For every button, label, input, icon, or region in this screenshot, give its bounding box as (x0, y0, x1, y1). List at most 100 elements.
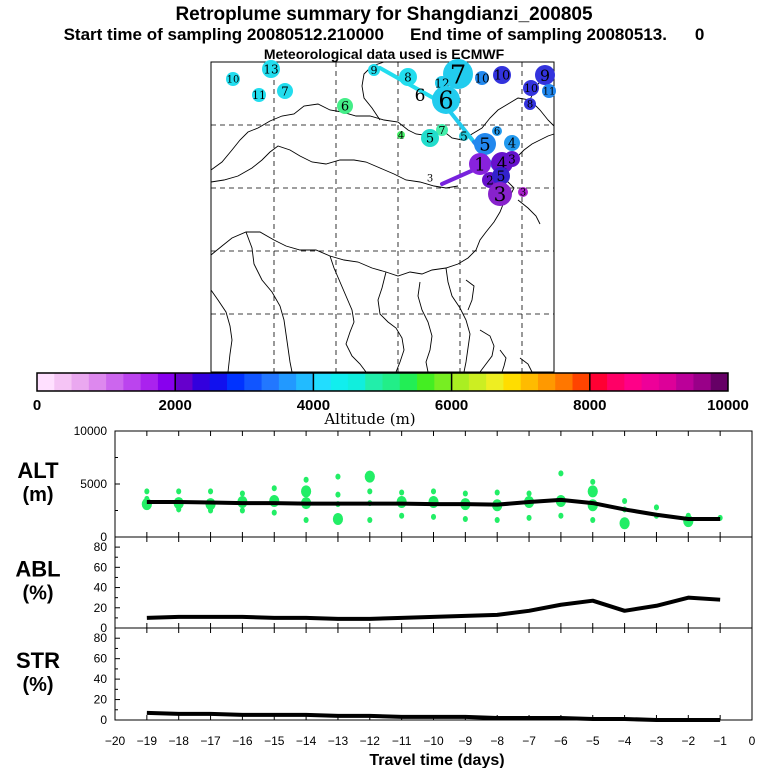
colorbar-swatch (192, 373, 211, 391)
colorbar-swatch (399, 373, 418, 391)
scatter-point (590, 517, 596, 524)
scatter-point (558, 470, 564, 477)
y-tick-label: 0 (100, 713, 107, 727)
scatter-point (494, 489, 500, 496)
scatter-point (208, 488, 214, 495)
scatter-point (176, 506, 182, 513)
colorbar-ticks: 0 2000 4000 6000 8000 10000 (33, 373, 749, 414)
colorbar-swatch (693, 373, 712, 391)
y-tick-label: 0 (100, 621, 107, 635)
colorbar-swatch (589, 373, 608, 391)
colorbar-swatch (71, 373, 90, 391)
colorbar-swatch (209, 373, 228, 391)
x-tick-label: −3 (650, 734, 664, 748)
scatter-point (335, 473, 341, 480)
panel-label: STR (16, 648, 60, 673)
scatter-point (364, 470, 375, 483)
scatter-point (208, 507, 214, 514)
altitude-scatter (141, 470, 723, 530)
y-tick-label: 80 (94, 540, 108, 554)
colorbar-swatch (468, 373, 487, 391)
scatter-point (430, 488, 437, 495)
colorbar-axis-label: Altitude (m) (323, 410, 415, 428)
panel-frame (114, 430, 753, 538)
colorbar-swatch (503, 373, 522, 391)
colorbar-swatch (572, 373, 591, 391)
series-line (146, 497, 721, 521)
colorbar-swatch (676, 373, 694, 391)
colorbar-swatch (607, 373, 625, 391)
colorbar-swatches (37, 373, 729, 391)
colorbar-tick-label: 4000 (297, 397, 330, 414)
scatter-point (239, 507, 245, 514)
colorbar-swatch (555, 373, 574, 391)
colorbar-swatch (37, 373, 55, 391)
panel-unit: (%) (22, 674, 53, 696)
scatter-point (399, 512, 405, 519)
panel-alt: 10000 5000 0 ALT(m) (17, 424, 753, 544)
scatter-point (399, 489, 405, 496)
scatter-point (622, 497, 628, 504)
scatter-point (303, 517, 309, 524)
y-tick-label: 60 (94, 560, 108, 574)
panel-unit: (m) (22, 484, 53, 506)
x-tick-labels: −20 −19 −18 −17 −16 −15 −14 −13 −12 −11 −10 −9 −8 −7−… (105, 734, 756, 748)
x-tick-label: −19 (137, 734, 158, 748)
colorbar-swatch (175, 373, 193, 391)
met-data-label: Meteorological data used is ECMWF (263, 46, 505, 62)
colorbar-swatch (520, 373, 539, 391)
x-tick-label: −7 (522, 734, 536, 748)
x-tick-label: −15 (264, 734, 285, 748)
x-tick-label: −11 (392, 734, 412, 748)
scatter-point (653, 504, 659, 511)
x-tick-label: −14 (296, 734, 317, 748)
scatter-point (428, 496, 439, 509)
colorbar-swatch (434, 373, 453, 391)
colorbar-tick-label: 0 (33, 397, 41, 414)
end-time: End time of sampling 20080513. (409, 25, 667, 44)
scatter-point (590, 478, 596, 485)
colorbar-swatch (278, 373, 297, 391)
scatter-point (144, 488, 150, 495)
x-tick-label: −8 (490, 734, 504, 748)
y-tick-label: 0 (100, 530, 107, 544)
scatter-point (239, 490, 245, 497)
x-tick-label: −18 (169, 734, 190, 748)
colorbar-swatch (365, 373, 383, 391)
end-time-suffix: 0 (694, 25, 705, 44)
colorbar-swatch (451, 373, 470, 391)
scatter-point (462, 490, 468, 497)
x-tick-label: −2 (681, 734, 695, 748)
panel-label: ABL (15, 557, 60, 582)
colorbar-swatch (157, 373, 176, 391)
scatter-point (587, 485, 598, 498)
series-line (146, 710, 721, 722)
colorbar-swatch (710, 373, 729, 391)
x-tick-label: −5 (586, 734, 600, 748)
x-tick-label: −9 (459, 734, 473, 748)
x-tick-label: −16 (232, 734, 253, 748)
colorbar-swatch (296, 373, 314, 391)
y-tick-label: 60 (94, 652, 108, 666)
x-tick-label: −1 (713, 734, 727, 748)
x-tick-label: −6 (554, 734, 568, 748)
scatter-point (430, 513, 437, 520)
colorbar-swatch (486, 373, 504, 391)
colorbar-swatch (123, 373, 142, 391)
x-tick-label: −13 (328, 734, 349, 748)
colorbar-swatch (227, 373, 245, 391)
start-time: Start time of sampling 20080512.210000 (63, 25, 384, 44)
y-tick-label: 10000 (74, 424, 108, 438)
scatter-point (462, 515, 468, 522)
colorbar-tick-label: 8000 (573, 397, 606, 414)
colorbar-swatch (106, 373, 124, 391)
colorbar-swatch (417, 373, 435, 391)
x-tick-label: −10 (423, 734, 444, 748)
scatter-point (335, 491, 341, 498)
x-tick-label: 0 (749, 734, 756, 748)
altitude-colorbar: 0 2000 4000 6000 8000 10000 Altitude (m) (33, 372, 749, 428)
scatter-point (269, 494, 280, 507)
colorbar-swatch (347, 373, 366, 391)
panel-label: ALT (17, 458, 59, 483)
